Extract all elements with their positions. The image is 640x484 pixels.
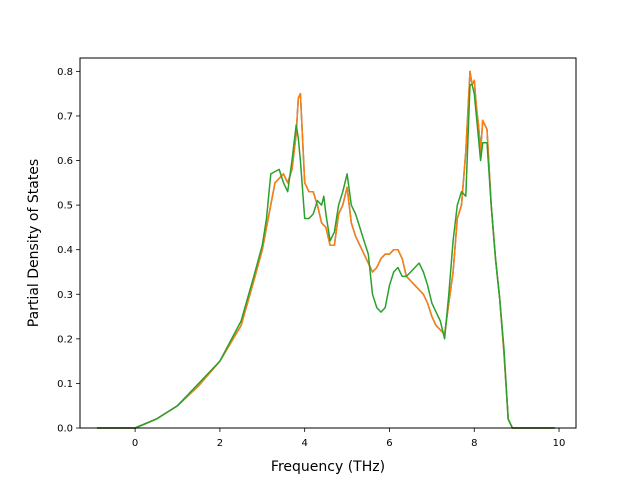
x-tick-label-2: 4 [301,438,307,449]
series-layer [97,70,555,429]
y-tick-label-4: 0.4 [57,245,73,256]
x-axis-label: Frequency (THz) [271,459,385,475]
x-tick-label-0: 0 [132,438,138,449]
y-tick-label-3: 0.3 [57,290,73,301]
ticks-layer: 0 2 4 6 8 10 0.0 0.1 0.2 0.3 0.4 0.5 0.6 0.7 0.8 [57,67,565,449]
x-tick-label-1: 2 [217,438,223,449]
y-tick-label-1: 0.1 [57,379,73,390]
plot-frame [79,57,577,429]
series-line-2 [97,83,555,429]
y-tick-label-5: 0.5 [57,201,73,212]
y-tick-label-7: 0.7 [57,111,73,122]
series-line-1 [97,70,555,429]
x-tick-label-3: 6 [386,438,392,449]
y-axis-label: Partial Density of States [26,159,42,327]
y-tick-label-2: 0.2 [57,334,73,345]
x-tick-label-4: 8 [471,438,477,449]
x-tick-label-5: 10 [553,438,566,449]
y-tick-label-6: 0.6 [57,156,73,167]
y-tick-label-8: 0.8 [57,67,73,78]
y-tick-label-0: 0.0 [57,424,73,435]
